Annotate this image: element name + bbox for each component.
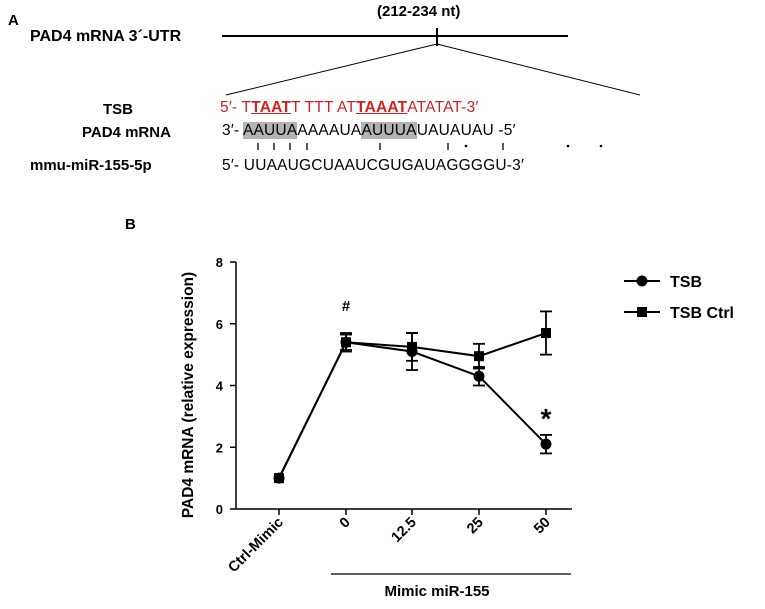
tsb-sequence: 5′- TTAATT TTT ATTAAATATATAT-3′: [220, 99, 479, 117]
pad4-seq-suffix: UAUAUAU -5′: [416, 122, 516, 139]
panel-b-letter: B: [125, 216, 136, 233]
x-tick-label: 0: [337, 515, 354, 532]
legend-marker: [637, 307, 647, 317]
significance-hash: #: [342, 298, 351, 315]
tsb-row-label: TSB: [103, 101, 133, 118]
x-tick-label: 12.5: [389, 515, 420, 546]
tsb-seq-prefix: 5′- T: [220, 99, 252, 116]
series-tsb-ctrl: [274, 310, 552, 484]
axes: [235, 262, 572, 510]
y-tick-label: 0: [216, 502, 223, 517]
legend-label: TSB Ctrl: [670, 305, 734, 322]
x-tick-label: 25: [464, 515, 487, 538]
y-axis-label: PAD4 mRNA (relative expression): [180, 272, 197, 518]
pad4-seq-mid: AAAAUA: [297, 122, 362, 139]
mimic-bracket-label: Mimic miR-155: [384, 583, 489, 600]
utr-label: PAD4 mRNA 3´-UTR: [30, 28, 182, 45]
data-point: [274, 473, 284, 484]
pad4-seq-prefix: 3′-: [222, 122, 243, 139]
data-point: [407, 341, 417, 352]
pairing-bars: [257, 143, 504, 150]
significance-star: *: [541, 403, 552, 434]
x-tick-label: Ctrl-Mimic: [225, 515, 286, 576]
zoom-line-left: [225, 43, 438, 96]
x-ticks: Ctrl-Mimic 0 12.5 25 50: [225, 509, 554, 576]
wobble-dots: [464, 144, 603, 148]
pad4-seq-site-1: AAUUA: [242, 122, 298, 139]
legend: TSB TSB Ctrl: [624, 274, 734, 322]
pad4-sequence: 3′- AAUUAAAAAUAAUUUAUAUAUAU -5′: [222, 122, 516, 140]
y-tick-label: 6: [216, 317, 223, 332]
region-label: (212-234 nt): [377, 3, 461, 20]
legend-label: TSB: [670, 274, 702, 291]
series-group: [273, 310, 552, 484]
y-tick-label: 4: [216, 379, 224, 394]
mir155-sequence: 5′- UUAAUGCUAAUCGUGAUAGGGGU-3′: [222, 157, 525, 174]
data-point: [474, 351, 484, 362]
tsb-seq-suffix: ATATAT-3′: [407, 99, 479, 116]
data-point: [541, 328, 551, 339]
tsb-seq-mid: T TTT AT: [291, 99, 357, 116]
y-tick-label: 2: [216, 440, 223, 455]
data-point: [341, 337, 351, 348]
pad4-seq-site-2: AUUUA: [361, 122, 417, 139]
pad4-row-label: PAD4 mRNA: [82, 124, 171, 141]
legend-marker: [636, 275, 648, 287]
y-tick-label: 8: [216, 255, 223, 270]
zoom-line-right: [436, 43, 641, 96]
data-point: [540, 438, 552, 450]
panel-a-letter: A: [8, 12, 19, 29]
tsb-seq-motif-1: TAAT: [251, 99, 292, 116]
data-point: [473, 370, 485, 382]
mir155-row-label: mmu-miR-155-5p: [30, 157, 152, 174]
panel-a-lines: [222, 28, 641, 150]
tsb-seq-motif-2: TAAAT: [356, 99, 408, 116]
x-tick-label: 50: [531, 515, 554, 538]
y-ticks: 0 2 4 6 8: [216, 255, 236, 517]
